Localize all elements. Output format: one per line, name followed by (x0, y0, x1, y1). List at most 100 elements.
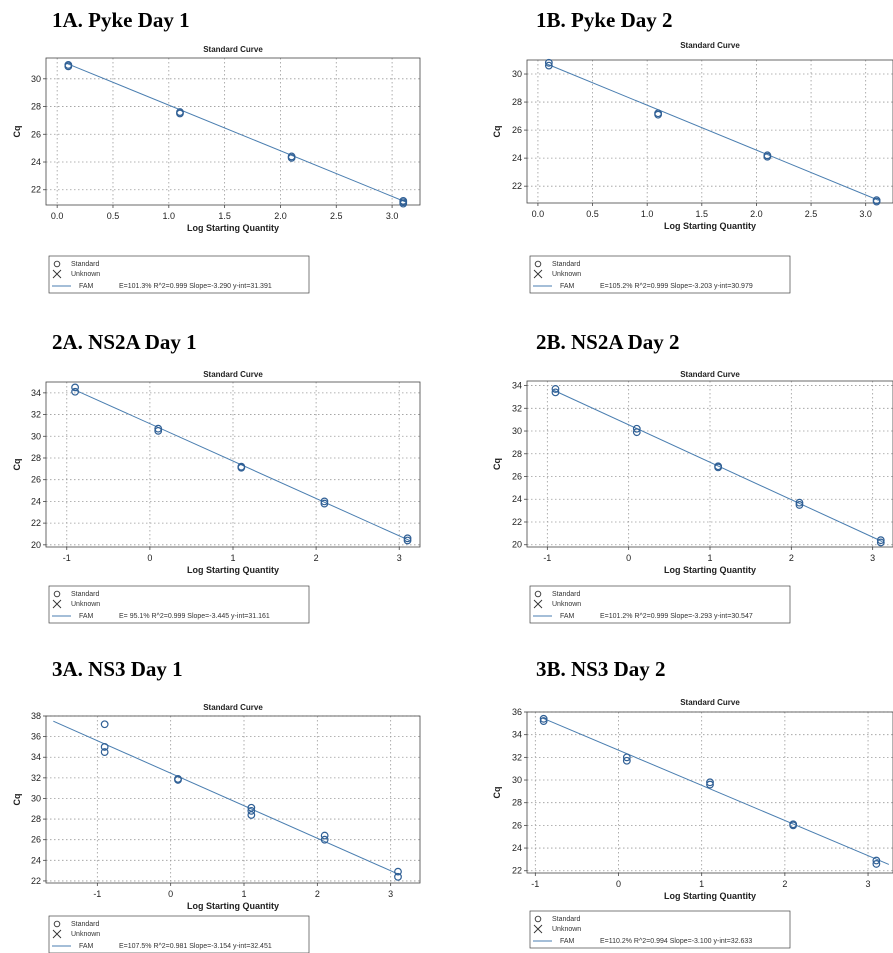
fit-line (541, 717, 890, 865)
legend-stats: E=101.3% R^2=0.999 Slope=-3.290 y-int=31… (119, 283, 272, 290)
x-tick-label: 2.0 (750, 209, 763, 219)
x-tick-label: -1 (531, 879, 539, 889)
x-tick-label: 3.0 (386, 211, 399, 221)
x-tick-label: 3 (388, 889, 393, 899)
y-tick-label: 34 (512, 730, 522, 740)
panel-3b: 3B. NS3 Day 2 Standard Curve -1 0 1 2 3 22 24 26… (492, 657, 893, 953)
standard-point (763, 152, 772, 161)
legend-series: FAM (560, 283, 575, 290)
x-tick-label: 2 (789, 553, 794, 563)
y-tick-label: 30 (512, 69, 522, 79)
standard-point (394, 867, 402, 876)
standard-curve-chart: Standard Curve -1 0 1 2 3 22 24 26 28 30 32 34 36 38 Lo… (12, 703, 421, 953)
legend-x-icon (52, 599, 62, 609)
standard-point (544, 61, 553, 70)
standard-point (551, 385, 560, 393)
fit-line (53, 720, 400, 876)
x-axis-label: Log Starting Quantity (187, 565, 279, 575)
x-axis-label: Log Starting Quantity (664, 891, 756, 901)
y-tick-label: 36 (512, 707, 522, 717)
legend-unknown: Unknown (71, 601, 100, 608)
y-tick-label: 24 (512, 843, 522, 853)
chart-layer: Standard Curve -1 0 1 2 3 22 24 26 28 30 32 34 36 Log … (492, 698, 893, 949)
y-axis-label: Cq (492, 126, 502, 138)
legend-standard: Standard (552, 916, 581, 923)
standard-point (632, 428, 641, 437)
y-tick-label: 32 (512, 752, 522, 762)
standard-point (174, 776, 182, 784)
legend-box (48, 585, 310, 624)
x-tick-label: 1.0 (641, 209, 654, 219)
y-tick-label: 28 (512, 449, 522, 459)
panel-2a: 2A. NS2A Day 1 Standard Curve -1 0 1 2 3 20 22 2… (12, 330, 432, 630)
standard-point (154, 426, 163, 435)
standard-point (71, 387, 79, 396)
standard-point (247, 803, 256, 812)
standard-point (539, 714, 548, 723)
y-tick-label: 28 (512, 798, 522, 808)
legend-box (529, 585, 791, 624)
standard-point (872, 856, 881, 865)
y-tick-label: 26 (31, 475, 41, 485)
y-tick-label: 30 (31, 431, 41, 441)
x-tick-label: 1 (230, 553, 235, 563)
standard-point (100, 748, 109, 756)
y-tick-label: 22 (31, 518, 41, 528)
fit-line (553, 389, 883, 543)
legend-circle-icon (53, 590, 61, 598)
plot-frame (526, 711, 893, 874)
x-tick-label: 1.0 (163, 211, 176, 221)
y-tick-label: 24 (31, 496, 41, 506)
panel-2b: 2B. NS2A Day 2 Standard Curve -1 0 1 2 3 20 22 2… (492, 330, 893, 630)
plot-frame (526, 380, 893, 548)
chart-layer: Standard Curve -1 0 1 2 3 20 22 24 26 28 30 32 34 Log … (492, 370, 893, 624)
legend-series: FAM (560, 938, 575, 945)
plot-frame (526, 59, 893, 204)
y-tick-label: 32 (31, 773, 41, 783)
legend-series: FAM (560, 613, 575, 620)
legend-standard: Standard (552, 591, 581, 598)
standard-curve-chart: Standard Curve 0.0 0.5 1.0 1.5 2.0 2.5 3.0 22 24 2… (492, 41, 893, 294)
y-tick-label: 24 (512, 153, 522, 163)
y-tick-label: 24 (31, 157, 41, 167)
y-tick-label: 24 (512, 494, 522, 504)
legend-circle-icon (534, 915, 542, 923)
chart-title: Standard Curve (203, 703, 263, 712)
plot-frame (45, 381, 421, 548)
legend-unknown: Unknown (552, 601, 581, 608)
legend-circle-icon (534, 590, 542, 598)
x-tick-label: 2.0 (274, 211, 287, 221)
y-axis-label: Cq (12, 794, 22, 806)
y-tick-label: 30 (31, 793, 41, 803)
x-tick-label: 3 (870, 553, 875, 563)
chart-title: Standard Curve (680, 41, 740, 50)
standard-curve-chart: Standard Curve -1 0 1 2 3 20 22 24 26 28 30 32 34 Log … (12, 370, 421, 624)
x-tick-label: 3 (397, 553, 402, 563)
standard-point (622, 753, 631, 762)
standard-point (64, 62, 73, 71)
legend-stats: E= 95.1% R^2=0.999 Slope=-3.445 y-int=31… (119, 613, 270, 620)
standard-point (872, 860, 881, 868)
x-tick-label: 1 (699, 879, 704, 889)
x-tick-label: 3 (866, 879, 871, 889)
legend-stats: E=101.2% R^2=0.999 Slope=-3.293 y-int=30… (600, 613, 753, 620)
y-axis-label: Cq (492, 787, 502, 799)
legend-box (48, 255, 310, 294)
panel-title: 1B. Pyke Day 2 (536, 8, 673, 32)
y-axis-label: Cq (12, 126, 22, 138)
x-tick-label: 1 (241, 889, 246, 899)
x-tick-label: 1.5 (696, 209, 709, 219)
x-tick-label: 0.5 (586, 209, 599, 219)
standard-point (320, 835, 329, 844)
standard-point (795, 498, 804, 507)
legend-stats: E=110.2% R^2=0.994 Slope=-3.100 y-int=32… (600, 938, 752, 945)
chart-layer: Standard Curve 0.0 0.5 1.0 1.5 2.0 2.5 3.0 22 24 2… (12, 45, 421, 294)
standard-point (287, 153, 296, 162)
standard-point (706, 778, 714, 787)
panel-3a: 3A. NS3 Day 1 Standard Curve -1 0 1 2 3 22 24 26… (12, 657, 432, 953)
y-tick-label: 22 (31, 185, 41, 195)
x-axis-label: Log Starting Quantity (187, 901, 279, 911)
legend-circle-icon (534, 260, 542, 268)
y-tick-label: 38 (31, 711, 41, 721)
